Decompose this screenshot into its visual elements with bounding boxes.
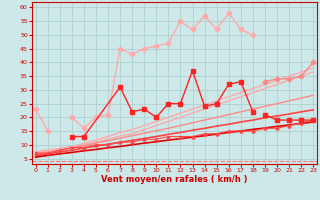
X-axis label: Vent moyen/en rafales ( km/h ): Vent moyen/en rafales ( km/h ) — [101, 175, 248, 184]
